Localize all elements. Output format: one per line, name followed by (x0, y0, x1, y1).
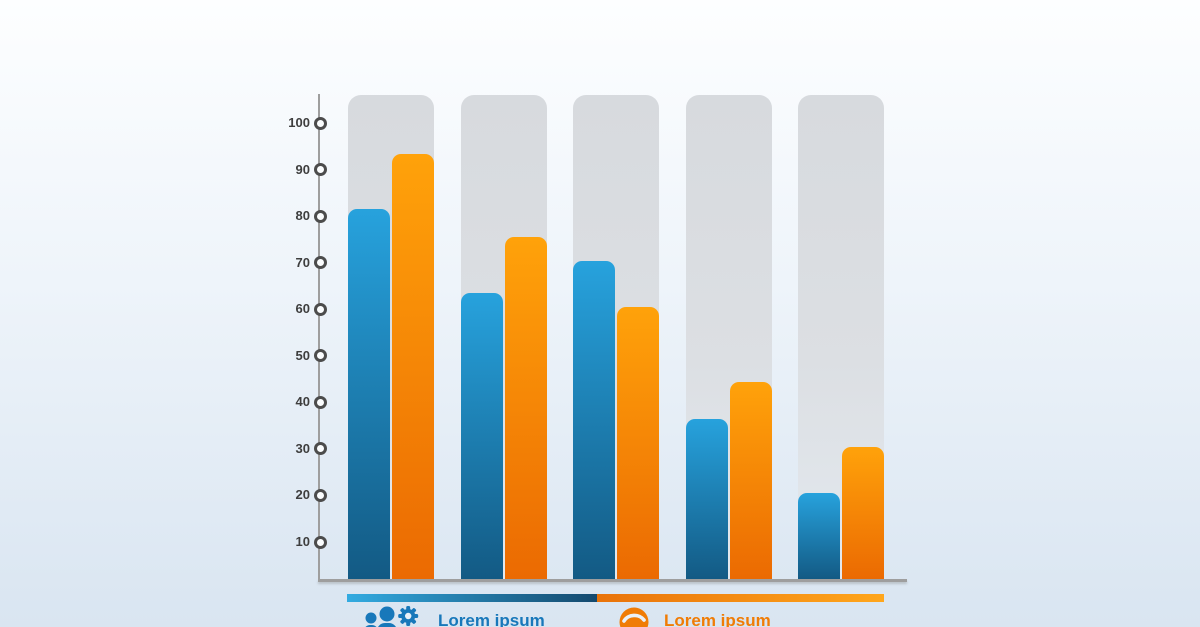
y-tick-label: 80 (295, 208, 310, 224)
series1-bar[interactable] (348, 209, 390, 579)
y-tick-marker (314, 116, 327, 130)
series2-bar[interactable] (617, 307, 659, 579)
legend-label-series1: Lorem ipsum (438, 611, 545, 627)
series2-bar[interactable] (504, 237, 547, 579)
y-tick-label: 100 (288, 115, 310, 130)
series2-bar[interactable] (842, 447, 884, 579)
y-tick-label: 60 (295, 301, 310, 317)
legend-divider-series1 (347, 594, 597, 602)
legend-item-series1[interactable]: Lorem ipsum (362, 605, 545, 627)
y-tick-marker (314, 256, 327, 270)
series1-bar[interactable] (798, 493, 840, 579)
y-tick-marker (314, 395, 327, 409)
y-tick-marker (314, 488, 327, 502)
series1-bar[interactable] (460, 293, 503, 579)
series1-bar[interactable] (573, 261, 615, 579)
series2-bar[interactable] (392, 154, 434, 579)
x-axis-line (318, 579, 907, 582)
y-tick-label: 10 (295, 534, 310, 550)
y-tick-label: 30 (295, 440, 310, 456)
legend-divider-bar (347, 594, 884, 602)
y-tick-label: 90 (295, 161, 310, 177)
legend-divider-series2 (597, 594, 884, 602)
y-tick-marker (314, 442, 327, 456)
y-tick-label: 40 (295, 394, 310, 410)
y-tick-marker (314, 163, 327, 177)
series1-bar[interactable] (685, 419, 728, 579)
team-gear-icon (362, 605, 424, 627)
y-tick-marker (314, 349, 327, 363)
legend-item-series2[interactable]: Lorem ipsum (618, 605, 771, 627)
series2-bar[interactable] (729, 382, 772, 579)
y-tick-marker (314, 302, 327, 316)
y-tick-marker (314, 535, 327, 549)
y-tick-label: 50 (295, 347, 310, 363)
y-tick-label: 70 (295, 254, 310, 270)
pie-circle-icon (618, 605, 650, 627)
y-tick-marker (314, 209, 327, 223)
y-tick-label: 20 (295, 487, 310, 503)
legend-label-series2: Lorem ipsum (664, 611, 771, 627)
y-axis-line (318, 94, 320, 581)
